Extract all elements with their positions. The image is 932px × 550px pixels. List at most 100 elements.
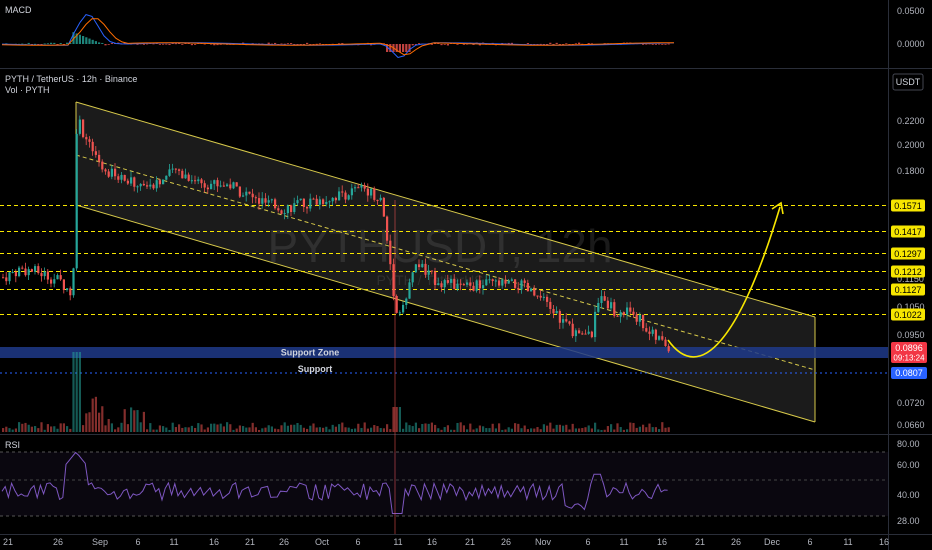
- channel-lower-line[interactable]: [75, 204, 816, 423]
- projection-arrow-path[interactable]: [667, 206, 781, 358]
- candle-body: [18, 267, 21, 277]
- macd-bar: [542, 44, 545, 45]
- volume-bar: [158, 425, 161, 432]
- volume-bar: [40, 422, 43, 432]
- volume-bar: [59, 423, 62, 432]
- candle-body: [568, 321, 571, 324]
- volume-bar: [37, 428, 40, 432]
- price-pane[interactable]: [0, 70, 888, 432]
- time-axis-label: Oct: [315, 537, 330, 547]
- volume-bar: [357, 423, 360, 432]
- volume-bar: [565, 424, 568, 432]
- candle-body: [363, 185, 366, 189]
- candle-body: [296, 200, 299, 204]
- macd-bar: [667, 43, 670, 45]
- candle-body: [126, 180, 129, 184]
- macd-bar: [27, 42, 30, 44]
- price-tick: 0.1050: [897, 302, 925, 312]
- volume-bar: [258, 429, 261, 432]
- volume-bar: [5, 426, 8, 432]
- candle-body: [85, 137, 88, 140]
- volume-bar: [462, 425, 465, 432]
- macd-bar: [405, 44, 408, 52]
- volume-bar: [139, 422, 142, 432]
- level-price-value: 0.1127: [895, 285, 922, 295]
- macd-bar: [434, 43, 437, 44]
- macd-bar: [72, 32, 75, 44]
- volume-bar: [546, 425, 549, 432]
- candle-body: [546, 296, 549, 302]
- candle-body: [82, 119, 85, 138]
- time-axis[interactable]: 21 26 Sep 6 11 16 21 26 Oct 6 11 16 21 26 Nov 6 11 16 21 26…: [3, 537, 889, 547]
- candle-body: [37, 266, 40, 274]
- volume-bar: [408, 425, 411, 432]
- candle-body: [184, 174, 187, 179]
- candle-body: [11, 272, 14, 274]
- macd-bar: [101, 42, 104, 44]
- currency-button[interactable]: [892, 73, 924, 91]
- time-axis-label: 26: [53, 537, 63, 547]
- rsi-tick: 80.00: [897, 439, 920, 449]
- candle-body: [98, 154, 101, 162]
- volume-bar: [366, 428, 369, 432]
- candle-body: [555, 310, 558, 314]
- candle-body: [667, 346, 670, 352]
- volume-bars: [2, 352, 670, 432]
- volume-bar: [318, 427, 321, 432]
- candle-body: [542, 296, 545, 298]
- support-zone-band[interactable]: [0, 347, 888, 358]
- macd-bar: [510, 42, 513, 44]
- symbol-line[interactable]: PYTH / TetherUS · 12h · Binance: [5, 74, 137, 84]
- candle-body: [261, 198, 264, 204]
- volume-bar: [469, 423, 472, 432]
- candle-body: [117, 176, 120, 180]
- macd-histogram: [1, 14, 675, 59]
- candle-body: [520, 280, 523, 290]
- volume-bar: [597, 429, 600, 432]
- candle-body: [414, 264, 417, 273]
- volume-bar: [594, 422, 597, 432]
- volume-bar: [578, 428, 581, 432]
- macd-bar: [280, 43, 283, 45]
- macd-bar: [395, 44, 398, 52]
- volume-bar: [440, 429, 443, 432]
- price-tick: 0.1150: [897, 274, 924, 284]
- channel-mid-line[interactable]: [75, 154, 816, 371]
- volume-bar: [363, 422, 366, 432]
- candle-body: [434, 271, 437, 286]
- volume-bar: [299, 424, 302, 432]
- volume-bar: [174, 427, 177, 432]
- candle-body: [14, 272, 17, 277]
- macd-bar: [338, 43, 341, 45]
- volume-bar: [520, 428, 523, 432]
- candle-body: [664, 339, 667, 347]
- candle-body: [437, 283, 440, 286]
- macd-bar: [642, 44, 645, 45]
- macd-bar: [75, 33, 78, 44]
- macd-bar: [66, 42, 69, 44]
- candle-body: [446, 280, 449, 283]
- volume-bar: [315, 427, 318, 432]
- volume-bar: [501, 429, 504, 432]
- volume-bar: [245, 427, 248, 432]
- volume-bar: [232, 429, 235, 432]
- volume-bar: [626, 429, 629, 432]
- macd-bar: [341, 43, 344, 44]
- candle-body: [50, 279, 53, 284]
- volume-bar: [456, 422, 459, 432]
- candle-body: [334, 197, 337, 201]
- candle-body: [101, 161, 104, 170]
- volume-bar: [309, 425, 312, 432]
- time-axis-label: 16: [657, 537, 667, 547]
- candle-body: [466, 282, 469, 285]
- level-price-tag: [891, 199, 925, 212]
- volume-bar: [398, 407, 401, 432]
- volume-bar: [261, 428, 264, 432]
- channel-upper-line[interactable]: [75, 101, 816, 318]
- candle-body: [88, 139, 91, 142]
- candle-body: [574, 330, 577, 337]
- candle-body: [469, 282, 472, 286]
- candle-body: [258, 198, 261, 204]
- volume-bar: [600, 429, 603, 432]
